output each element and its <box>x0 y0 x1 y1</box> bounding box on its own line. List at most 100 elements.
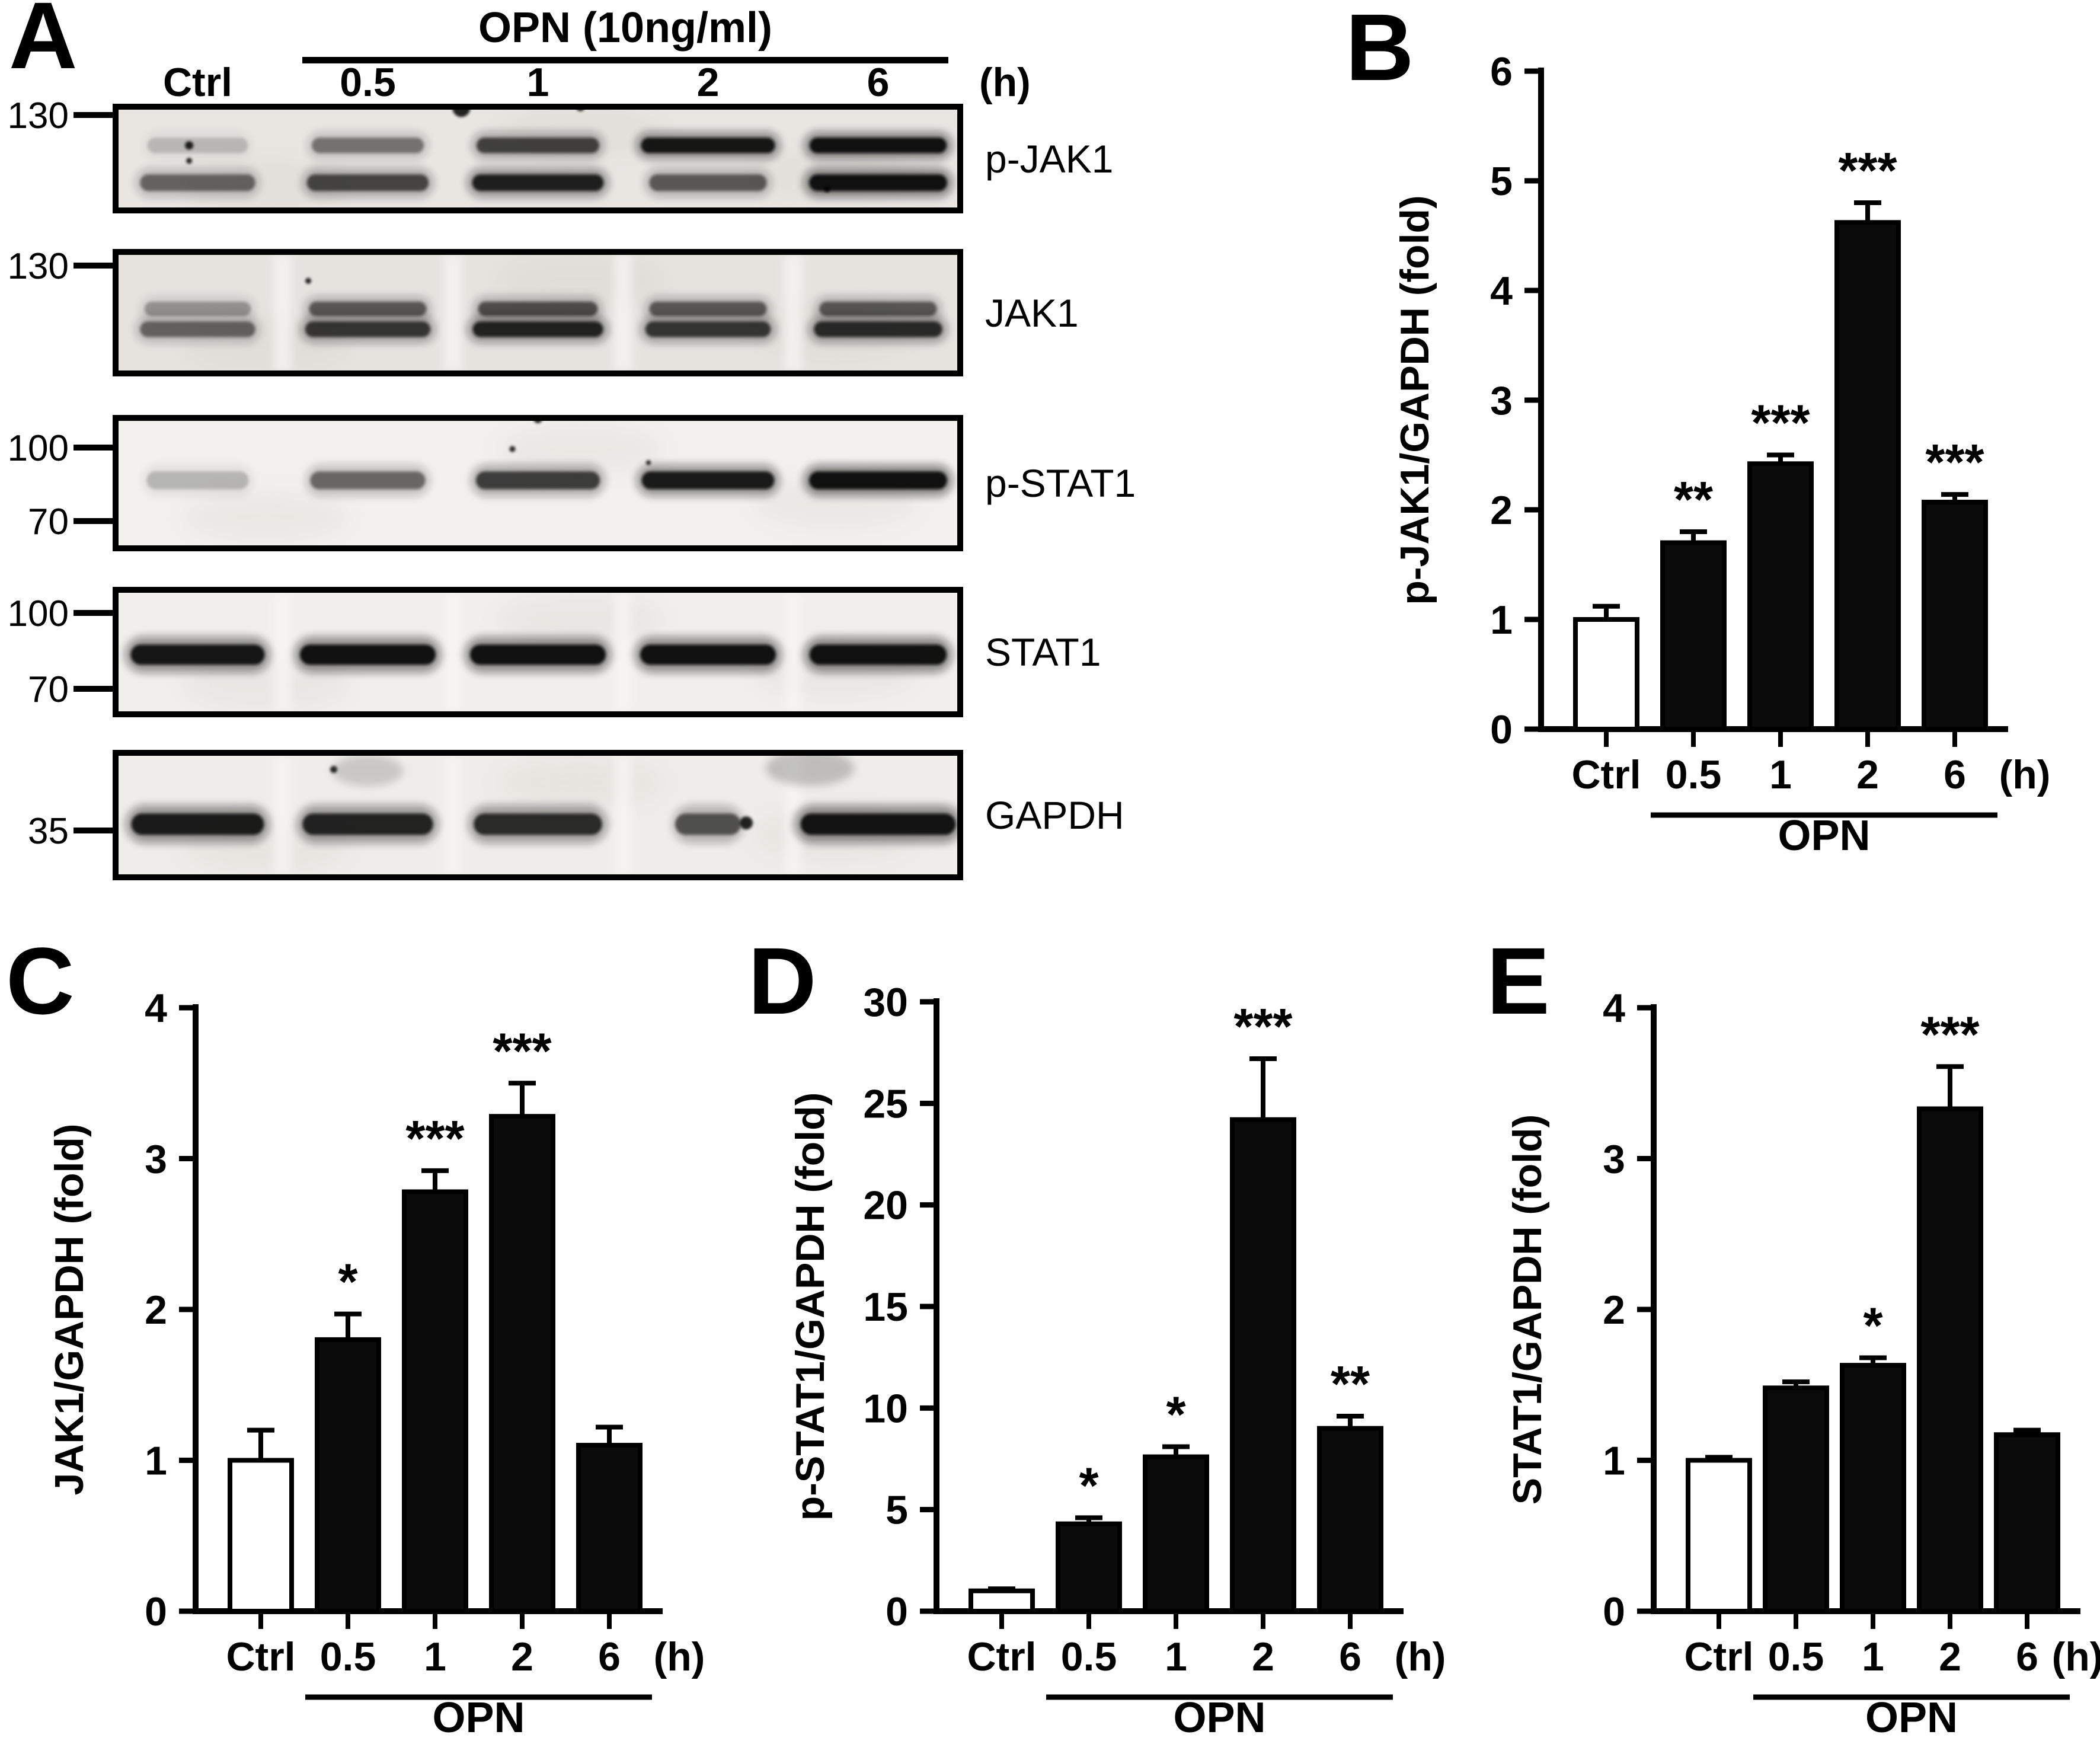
band <box>472 174 604 191</box>
bar-6 <box>1994 1432 2060 1614</box>
mw-marker-dash <box>73 610 115 616</box>
significance-0.5: ** <box>1674 472 1713 528</box>
significance-2: *** <box>493 1023 551 1079</box>
y-tick-label-1: 1 <box>145 1439 167 1484</box>
significance-1: * <box>1863 1298 1882 1354</box>
band <box>809 471 947 490</box>
significance-1: * <box>1166 1387 1185 1443</box>
bar-0.5 <box>1660 540 1727 731</box>
x-label-0.5: 0.5 <box>1768 1634 1824 1679</box>
panel-e-letter: E <box>1487 937 1550 1034</box>
blot-border <box>113 750 963 880</box>
band <box>809 174 947 191</box>
panel-a: A OPN (10ng/ml) (h) Ctrl 0.5 1 2 6 130 p-JAK1… <box>0 0 1334 960</box>
band <box>800 813 956 835</box>
lane-label-Ctrl: Ctrl <box>162 60 233 105</box>
y-tick-label-2: 2 <box>1603 1288 1625 1333</box>
bar-Ctrl <box>1686 1458 1752 1614</box>
y-tick-label-2: 2 <box>145 1288 167 1333</box>
band <box>131 813 264 835</box>
band <box>810 644 947 665</box>
speck <box>509 446 516 452</box>
band <box>305 321 431 337</box>
x-label-2: 2 <box>1252 1634 1274 1679</box>
significance-1: *** <box>1751 395 1810 452</box>
panel-d-letter: D <box>748 937 817 1034</box>
x-label-1: 1 <box>1165 1634 1187 1679</box>
blot-noise <box>497 756 664 809</box>
bar-0.5 <box>1763 1385 1829 1614</box>
y-tick-label-30: 30 <box>863 980 908 1025</box>
y-tick-label-3: 3 <box>1490 378 1513 423</box>
band <box>810 138 947 154</box>
significance-1: *** <box>405 1111 464 1167</box>
x-label-Ctrl: Ctrl <box>226 1634 295 1679</box>
y-tick-label-3: 3 <box>145 1137 167 1182</box>
smudge <box>332 755 404 787</box>
blot-label-p-JAK1: p-JAK1 <box>985 136 1114 181</box>
blot-label-STAT1: STAT1 <box>985 630 1101 674</box>
panel-e-chart: E 0 1 2 3 4 STAT1/GAPDH (fold) Ctrl 0.5 * 1 *** 2 6 (h… <box>1487 928 2100 1741</box>
lane-gap <box>784 593 802 711</box>
lane-gap <box>274 255 292 370</box>
blot-label-JAK1: JAK1 <box>985 290 1079 335</box>
y-tick-label-5: 5 <box>1490 159 1513 204</box>
x-label-2: 2 <box>1856 752 1879 797</box>
panel-b: B 0 1 2 3 4 5 6 p-JAK1/GAPDH (fold) Ctrl ** 0.5 *** 1… <box>1334 0 2100 963</box>
band <box>819 302 937 317</box>
band <box>147 138 248 154</box>
bar-1 <box>1143 1454 1209 1614</box>
band <box>146 471 249 490</box>
opn-group-label: OPN <box>1173 1694 1265 1738</box>
band <box>470 644 606 665</box>
x-label-Ctrl: Ctrl <box>1684 1634 1753 1679</box>
x-label-6: 6 <box>598 1634 621 1679</box>
y-tick-label-2: 2 <box>1490 488 1513 533</box>
y-tick-label-6: 6 <box>1490 49 1513 94</box>
y-axis-label: p-STAT1/GAPDH (fold) <box>788 1092 833 1521</box>
x-label-0.5: 0.5 <box>1666 752 1722 797</box>
opn-group-label: OPN <box>432 1694 525 1738</box>
opn-treatment-underline <box>302 57 948 63</box>
blot-p-STAT1 <box>113 414 963 551</box>
blot-noise <box>183 490 349 544</box>
lane-label-2: 2 <box>696 60 720 105</box>
lane-gap <box>614 255 632 370</box>
band <box>306 174 429 191</box>
band <box>649 302 767 317</box>
mw-marker-35: 35 <box>28 811 69 852</box>
mw-marker-70: 70 <box>28 501 69 543</box>
significance-2: *** <box>1920 1007 1979 1063</box>
y-axis-label: JAK1/GAPDH (fold) <box>47 1123 92 1495</box>
lane-gap <box>784 255 802 370</box>
bar-2 <box>1917 1106 1983 1614</box>
band <box>641 138 775 154</box>
y-tick-label-10: 10 <box>863 1386 908 1431</box>
opn-group-label: OPN <box>1865 1694 1958 1738</box>
panel-e: E 0 1 2 3 4 STAT1/GAPDH (fold) Ctrl 0.5 * 1 *** 2 6 (h… <box>1440 928 2100 1741</box>
x-label-2: 2 <box>1939 1634 1961 1679</box>
band <box>302 813 433 835</box>
blot-border <box>113 249 963 376</box>
x-label-0.5: 0.5 <box>1061 1634 1117 1679</box>
lane-gap <box>444 255 462 370</box>
blot-border <box>113 104 963 213</box>
bar-2 <box>1834 220 1901 731</box>
bar-2 <box>1230 1117 1296 1614</box>
speck <box>824 186 830 193</box>
mw-marker-70: 70 <box>28 669 69 710</box>
lane-gap <box>614 756 632 874</box>
bar-1 <box>1747 461 1814 731</box>
band <box>641 471 775 490</box>
time-unit-label: (h) <box>1395 1634 1446 1679</box>
blot-STAT1 <box>113 587 963 717</box>
speck <box>185 141 194 150</box>
mw-marker-dash <box>73 445 115 451</box>
opn-group-label: OPN <box>1778 812 1870 860</box>
x-label-1: 1 <box>424 1634 446 1679</box>
y-tick-label-1: 1 <box>1603 1439 1625 1484</box>
bar-6 <box>576 1443 643 1614</box>
x-label-Ctrl: Ctrl <box>967 1634 1036 1679</box>
bar-Ctrl <box>1573 617 1639 731</box>
mw-marker-dash <box>73 111 115 118</box>
